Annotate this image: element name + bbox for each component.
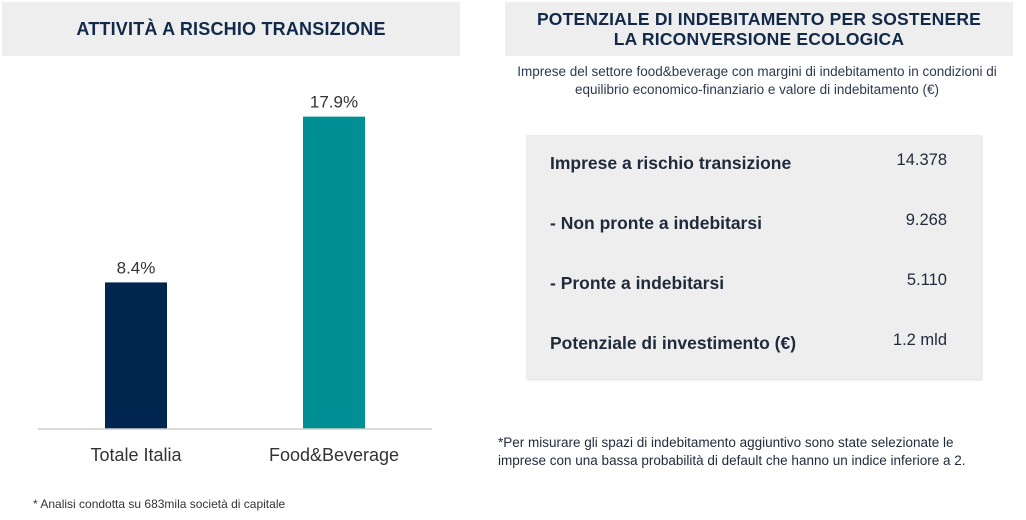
data-label: 17.9% [310, 93, 358, 112]
row-value: 1.2 mld [892, 331, 947, 349]
right-panel-title: POTENZIALE DI INDEBITAMENTO PER SOSTENER… [505, 2, 1013, 56]
right-footnote: *Per misurare gli spazi di indebitamento… [498, 434, 1013, 470]
subtitle-line1: Imprese del settore food&beverage con ma… [517, 64, 997, 79]
row-label: - Non pronte a indebitarsi [550, 213, 762, 233]
left-panel-title-text: ATTIVITÀ A RISCHIO TRANSIZIONE [76, 18, 386, 39]
left-footnote: * Analisi condotta su 683mila società di… [33, 497, 286, 511]
row-value: 14.378 [896, 151, 947, 169]
row-value: 9.268 [905, 211, 947, 229]
bar-food-beverage [303, 116, 365, 429]
table-row-not-ready: - Non pronte a indebitarsi 9.268 [526, 209, 981, 239]
bar-chart: 8.4% Totale Italia 17.9% Food&Beverage [38, 93, 432, 465]
left-panel-title: ATTIVITÀ A RISCHIO TRANSIZIONE [2, 2, 460, 56]
category-label: Totale Italia [90, 445, 182, 465]
table-row-at-risk: Imprese a rischio transizione 14.378 [526, 149, 981, 179]
note-line2: imprese con una bassa probabilità di def… [498, 453, 966, 469]
right-panel-subtitle: Imprese del settore food&beverage con ma… [497, 63, 1017, 99]
table-row-ready: - Pronte a indebitarsi 5.110 [526, 269, 981, 299]
data-label: 8.4% [117, 258, 156, 277]
table-row-investment-potential: Potenziale di investimento (€) 1.2 mld [526, 329, 981, 359]
row-label: - Pronte a indebitarsi [550, 273, 725, 293]
subtitle-line2: equilibrio economico-finanziario e valor… [575, 82, 939, 98]
row-label: Potenziale di investimento (€) [550, 333, 797, 353]
right-panel-title-line2: LA RICONVERSIONE ECOLOGICA [613, 29, 905, 49]
bar-totale-italia [105, 282, 167, 429]
row-label: Imprese a rischio transizione [550, 153, 792, 173]
category-label: Food&Beverage [269, 445, 399, 465]
row-value: 5.110 [906, 271, 947, 289]
indebtedness-table: Imprese a rischio transizione 14.378 - N… [526, 135, 981, 379]
note-line1: *Per misurare gli spazi di indebitamento… [498, 435, 954, 450]
right-panel-title-line1: POTENZIALE DI INDEBITAMENTO PER SOSTENER… [536, 8, 982, 29]
